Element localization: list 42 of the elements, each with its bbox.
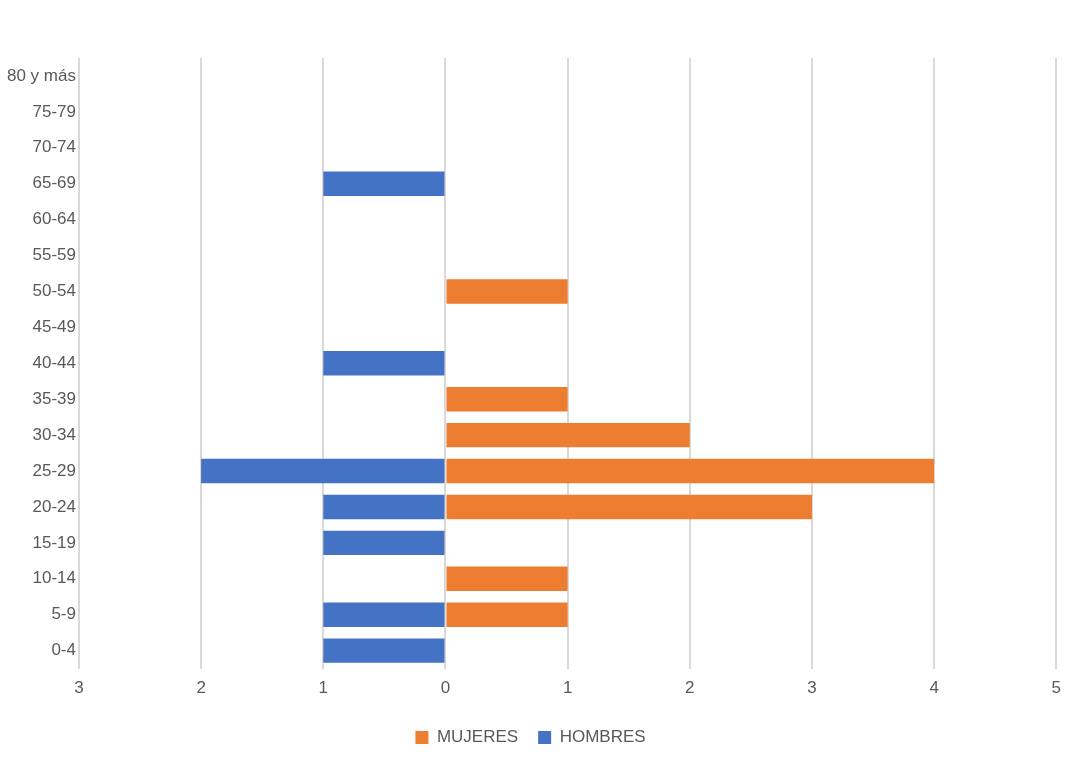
x-tick-label: 3 [74, 678, 84, 698]
bar [323, 602, 445, 627]
legend-label: MUJERES [436, 727, 519, 747]
bar [323, 171, 445, 196]
y-tick-label: 15-19 [32, 532, 76, 552]
x-tick-label: 5 [1051, 678, 1062, 698]
y-tick-label: 0-4 [51, 640, 76, 660]
x-tick-label: 2 [685, 678, 695, 698]
x-tick-label: 1 [318, 678, 329, 698]
x-tick-label: 2 [196, 678, 206, 698]
x-tick-label: 1 [562, 678, 573, 698]
bar [201, 458, 445, 484]
bar [323, 638, 445, 663]
bar [323, 351, 445, 376]
y-tick-label: 40-44 [32, 352, 76, 372]
y-tick-label: 45-49 [32, 317, 76, 337]
bar [446, 422, 690, 448]
y-tick-label: 50-54 [32, 281, 76, 301]
x-tick-label: 0 [440, 678, 451, 698]
y-tick-label: 5-9 [51, 604, 76, 624]
bar [446, 566, 568, 592]
y-tick-label: 20-24 [32, 496, 76, 516]
y-tick-label: 35-39 [32, 388, 76, 408]
y-tick-label: 65-69 [32, 173, 76, 193]
bar [323, 494, 445, 520]
x-tick-label: 4 [929, 678, 939, 698]
y-tick-label: 80 y más [6, 65, 76, 85]
bar [446, 458, 935, 484]
y-tick-label: 30-34 [32, 424, 76, 444]
y-tick-label: 25-29 [32, 460, 76, 480]
y-tick-label: 55-59 [32, 245, 76, 265]
bar [446, 387, 568, 412]
legend-label: HOMBRES [559, 727, 646, 747]
y-tick-label: 70-74 [32, 137, 76, 157]
bar [446, 494, 812, 520]
y-tick-label: 75-79 [32, 101, 76, 121]
y-tick-label: 10-14 [32, 568, 76, 588]
bar [323, 530, 445, 556]
x-tick-label: 3 [807, 678, 817, 698]
bar [446, 602, 568, 627]
bar [446, 279, 568, 304]
y-tick-label: 60-64 [32, 209, 76, 229]
